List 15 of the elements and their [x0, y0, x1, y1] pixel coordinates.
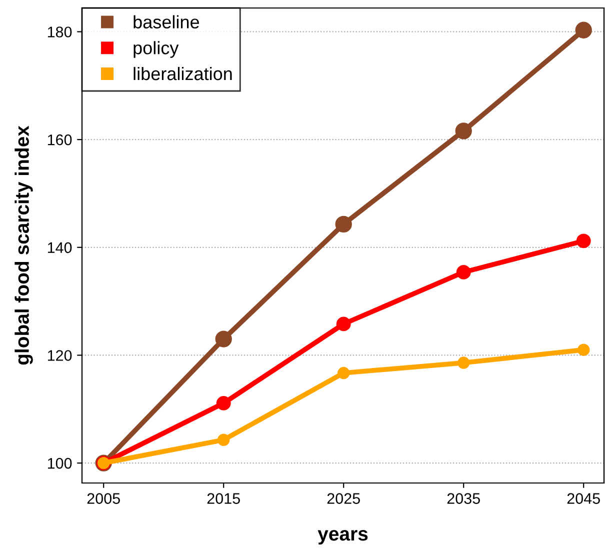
x-tick-label: 2015 — [207, 493, 240, 504]
x-axis-title: years — [318, 530, 368, 545]
y-tick-label: 160 — [48, 134, 72, 146]
legend-label: policy — [134, 41, 179, 58]
x-tick-label: 2035 — [447, 493, 480, 504]
x-tick-label: 2005 — [87, 493, 120, 504]
y-tick-label: 120 — [48, 350, 72, 361]
y-tick-label: 100 — [48, 458, 72, 469]
legend-label: baseline — [134, 15, 200, 28]
legend-label: liberalization — [134, 66, 232, 80]
y-tick-label: 140 — [48, 242, 72, 254]
y-tick-label: 180 — [48, 26, 72, 38]
y-axis-title: global food scarcity index — [14, 126, 33, 365]
x-tick-label: 2045 — [567, 493, 600, 504]
x-tick-label: 2025 — [327, 493, 360, 504]
